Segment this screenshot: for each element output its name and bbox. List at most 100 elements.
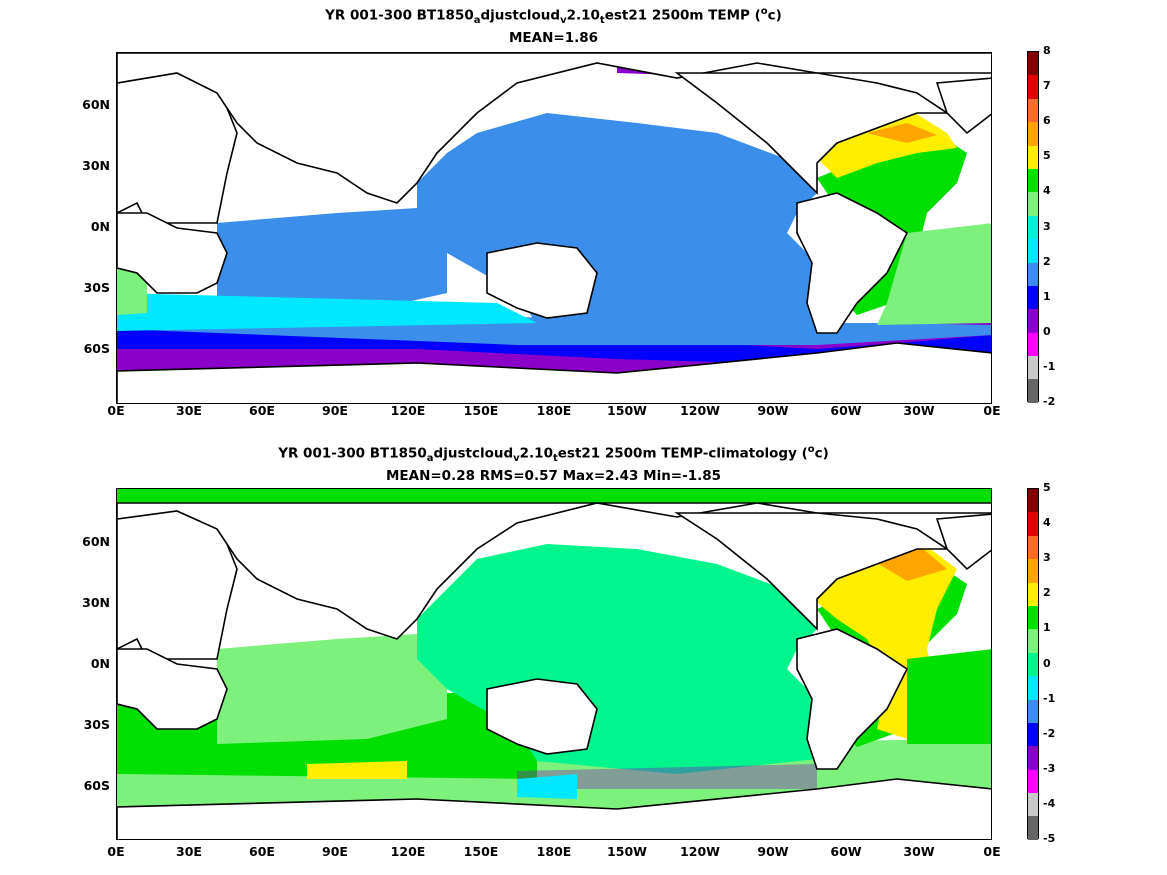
colorbar-segment bbox=[1028, 512, 1038, 536]
colorbar-segment bbox=[1028, 652, 1038, 677]
colorbar-tick-label: -2 bbox=[1043, 395, 1056, 408]
antarctica bbox=[117, 342, 991, 403]
panel2-colorbar bbox=[1027, 488, 1039, 840]
eurasia bbox=[117, 502, 991, 640]
colorbar-tick-label: 1 bbox=[1043, 289, 1051, 303]
lon-label: 30W bbox=[903, 844, 935, 859]
colorbar-tick-label: -5 bbox=[1043, 832, 1056, 845]
colorbar-segment bbox=[1028, 168, 1038, 193]
colorbar-segment bbox=[1028, 145, 1038, 169]
colorbar-segment bbox=[1028, 215, 1038, 240]
north-america bbox=[674, 72, 950, 195]
colorbar-segment bbox=[1028, 356, 1038, 380]
australia bbox=[486, 242, 598, 319]
indian-cyan-band bbox=[117, 293, 537, 331]
panel2-map: 60N 30N 0N 30S 60S bbox=[82, 488, 992, 840]
yellow-south-indian bbox=[307, 761, 407, 779]
colorbar-tick-label: 8 bbox=[1043, 44, 1051, 57]
lon-label: 180E bbox=[536, 844, 572, 859]
colorbar-tick-label: 3 bbox=[1043, 219, 1051, 233]
lon-label: 0E bbox=[107, 403, 125, 418]
lon-label: 150W bbox=[607, 403, 647, 418]
colorbar-tick-label: 5 bbox=[1043, 481, 1051, 494]
lat-label: 60N bbox=[82, 97, 110, 112]
lon-label: 90W bbox=[757, 403, 789, 418]
south-atlantic-green bbox=[907, 649, 991, 744]
colorbar-segment bbox=[1028, 793, 1038, 817]
colorbar-tick-label: 0 bbox=[1043, 324, 1051, 338]
colorbar-tick-label: 7 bbox=[1043, 79, 1051, 93]
colorbar-segment bbox=[1028, 75, 1038, 99]
colorbar-segment bbox=[1028, 98, 1038, 123]
colorbar-tick-label: -1 bbox=[1043, 691, 1056, 705]
lon-label: 60W bbox=[830, 844, 862, 859]
panel1-stats: MEAN=1.86 bbox=[508, 30, 599, 46]
lat-label: 60N bbox=[82, 534, 110, 549]
lon-label: 180E bbox=[536, 403, 572, 418]
lon-label: 30E bbox=[176, 403, 202, 418]
lon-label: 150W bbox=[607, 844, 647, 859]
colorbar-segment bbox=[1028, 816, 1038, 840]
colorbar-segment bbox=[1028, 582, 1038, 606]
colorbar-tick-label: 4 bbox=[1043, 184, 1051, 198]
australia bbox=[486, 678, 598, 755]
colorbar-segment bbox=[1028, 769, 1038, 794]
lon-label: 90E bbox=[322, 403, 348, 418]
colorbar-segment bbox=[1028, 332, 1038, 357]
lon-label: 30W bbox=[903, 403, 935, 418]
colorbar-tick-label: 4 bbox=[1043, 516, 1051, 530]
colorbar-segment bbox=[1028, 559, 1038, 583]
antarctica bbox=[117, 778, 991, 839]
colorbar-tick-label: 2 bbox=[1043, 254, 1051, 268]
lon-label: 0E bbox=[983, 403, 1001, 418]
lon-label: 60E bbox=[249, 403, 275, 418]
colorbar-segment bbox=[1028, 262, 1038, 286]
colorbar-tick-label: -2 bbox=[1043, 726, 1056, 740]
north-america bbox=[674, 512, 950, 631]
lat-label: 0N bbox=[90, 219, 110, 234]
atlantic-yellow bbox=[817, 108, 957, 178]
atlantic-orange bbox=[867, 123, 937, 143]
lon-label: 90W bbox=[757, 844, 789, 859]
panel1-colorbar bbox=[1027, 51, 1039, 403]
colorbar-tick-label: -4 bbox=[1043, 796, 1056, 810]
panel2-title: YR 001-300 BT1850adjustcloudv2.10test21 … bbox=[278, 444, 829, 465]
indian-lightgreen bbox=[217, 634, 447, 744]
africa-south bbox=[117, 212, 228, 294]
lon-label: 120W bbox=[680, 844, 720, 859]
colorbar-segment bbox=[1028, 722, 1038, 747]
lon-label: 0E bbox=[983, 844, 1001, 859]
arctic-green bbox=[117, 489, 991, 503]
colorbar-tick-label: 5 bbox=[1043, 149, 1051, 163]
colorbar-segment bbox=[1028, 122, 1038, 146]
colorbar-segment bbox=[1028, 605, 1038, 630]
south-atlantic-lightgreen bbox=[877, 223, 991, 325]
lon-label: 0E bbox=[107, 844, 125, 859]
colorbar-tick-label: -1 bbox=[1043, 359, 1056, 373]
lat-label: 60S bbox=[83, 778, 110, 793]
lat-label: 30S bbox=[83, 717, 110, 732]
colorbar-segment bbox=[1028, 309, 1038, 333]
colorbar-tick-label: -3 bbox=[1043, 761, 1056, 775]
south-america bbox=[796, 192, 909, 334]
pacific-south-purple bbox=[517, 764, 817, 789]
lon-label: 120W bbox=[680, 403, 720, 418]
colorbar-segment bbox=[1028, 192, 1038, 216]
colorbar-tick-label: 3 bbox=[1043, 551, 1051, 565]
lon-label: 120E bbox=[390, 844, 426, 859]
south-cyan-patch bbox=[517, 774, 577, 799]
lat-label: 30N bbox=[82, 595, 110, 610]
greenland bbox=[935, 513, 991, 571]
colorbar-segment bbox=[1028, 489, 1038, 513]
indian-ocean bbox=[217, 208, 447, 315]
colorbar-segment bbox=[1028, 535, 1038, 560]
colorbar-tick-label: 1 bbox=[1043, 621, 1051, 635]
greenland bbox=[935, 77, 991, 135]
lat-label: 60S bbox=[83, 341, 110, 356]
lon-label: 60W bbox=[830, 403, 862, 418]
africa-south bbox=[117, 648, 228, 730]
lon-label: 60E bbox=[249, 844, 275, 859]
eurasia bbox=[117, 53, 991, 204]
colorbar-tick-label: 6 bbox=[1043, 114, 1051, 128]
colorbar-tick-label: 0 bbox=[1043, 656, 1051, 670]
